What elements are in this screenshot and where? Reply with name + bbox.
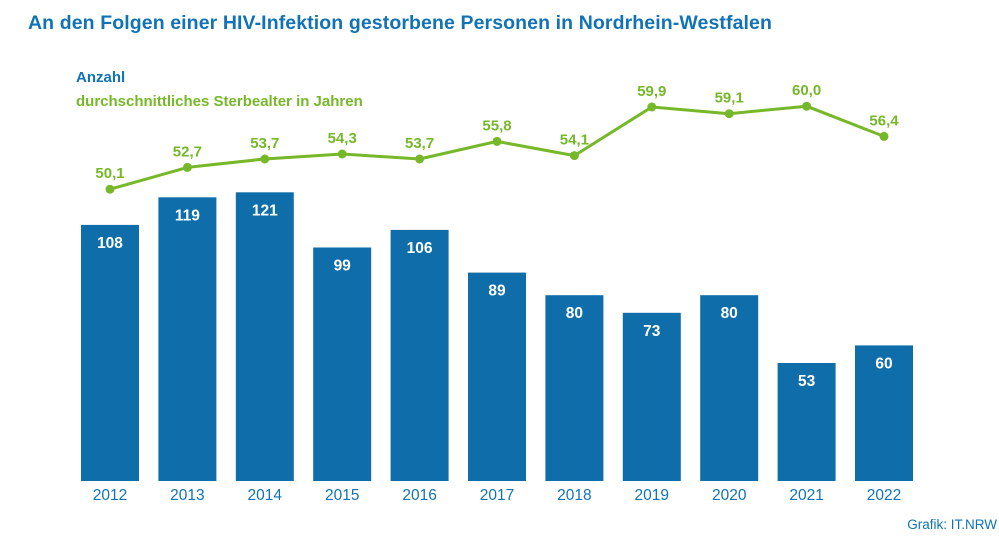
bar-value-label: 108 <box>97 235 123 252</box>
line-value-label: 54,1 <box>560 132 589 149</box>
line-point <box>105 184 115 194</box>
x-axis-label: 2016 <box>402 487 436 504</box>
x-axis-label: 2014 <box>248 487 283 504</box>
x-axis-label: 2013 <box>170 487 204 504</box>
line-value-label: 55,8 <box>482 117 511 134</box>
line-value-label: 59,9 <box>637 83 666 100</box>
bar-value-label: 89 <box>488 283 506 300</box>
bar <box>700 295 759 481</box>
bar <box>235 192 294 482</box>
line-value-label: 54,3 <box>328 130 357 147</box>
line-value-label: 53,7 <box>250 135 279 152</box>
x-axis-label: 2020 <box>712 487 747 504</box>
line-value-label: 60,0 <box>792 82 821 99</box>
bar-value-label: 119 <box>175 207 200 224</box>
bar-value-label: 53 <box>798 373 816 390</box>
bar <box>158 197 217 482</box>
line-point <box>724 109 734 119</box>
bar <box>855 345 913 481</box>
bar <box>390 229 449 481</box>
bar <box>622 312 681 481</box>
line-point <box>492 136 502 146</box>
line-value-label: 50,1 <box>95 165 124 182</box>
chart-credit: Grafik: IT.NRW <box>907 517 997 532</box>
line-value-label: 56,4 <box>869 112 899 129</box>
legend: Anzahl durchschnittliches Sterbealter in… <box>76 66 363 114</box>
line-point <box>879 131 889 141</box>
bar-value-label: 121 <box>252 202 278 219</box>
line-point <box>569 151 579 161</box>
line-value-label: 52,7 <box>173 143 202 160</box>
bar <box>545 295 604 481</box>
line-point <box>337 149 347 159</box>
bar <box>313 247 372 481</box>
bar-value-label: 73 <box>643 323 661 340</box>
page-title: An den Folgen einer HIV-Infektion gestor… <box>28 12 773 34</box>
x-axis-label: 2022 <box>867 487 901 504</box>
line-value-label: 59,1 <box>715 90 744 107</box>
x-axis-label: 2021 <box>789 487 823 504</box>
line-point <box>182 162 192 172</box>
bar <box>81 224 139 481</box>
bar-value-label: 106 <box>407 240 433 257</box>
bar <box>777 363 836 481</box>
legend-bars-label: Anzahl <box>76 69 126 86</box>
bar-value-label: 60 <box>875 355 892 372</box>
bar-value-label: 80 <box>566 305 583 322</box>
line-value-label: 53,7 <box>405 135 434 152</box>
bar-value-label: 99 <box>334 258 352 275</box>
x-axis-label: 2019 <box>635 487 669 504</box>
x-axis-label: 2012 <box>93 487 127 504</box>
x-axis-label: 2018 <box>557 487 591 504</box>
bar-value-label: 80 <box>721 305 738 322</box>
x-axis-label: 2015 <box>325 487 359 504</box>
bar <box>468 272 526 481</box>
legend-line-label: durchschnittliches Sterbealter in Jahren <box>76 93 363 110</box>
line-point <box>647 102 657 112</box>
line-point <box>415 154 425 164</box>
line-point <box>802 101 812 111</box>
x-axis-label: 2017 <box>480 487 514 504</box>
line-point <box>260 154 270 164</box>
